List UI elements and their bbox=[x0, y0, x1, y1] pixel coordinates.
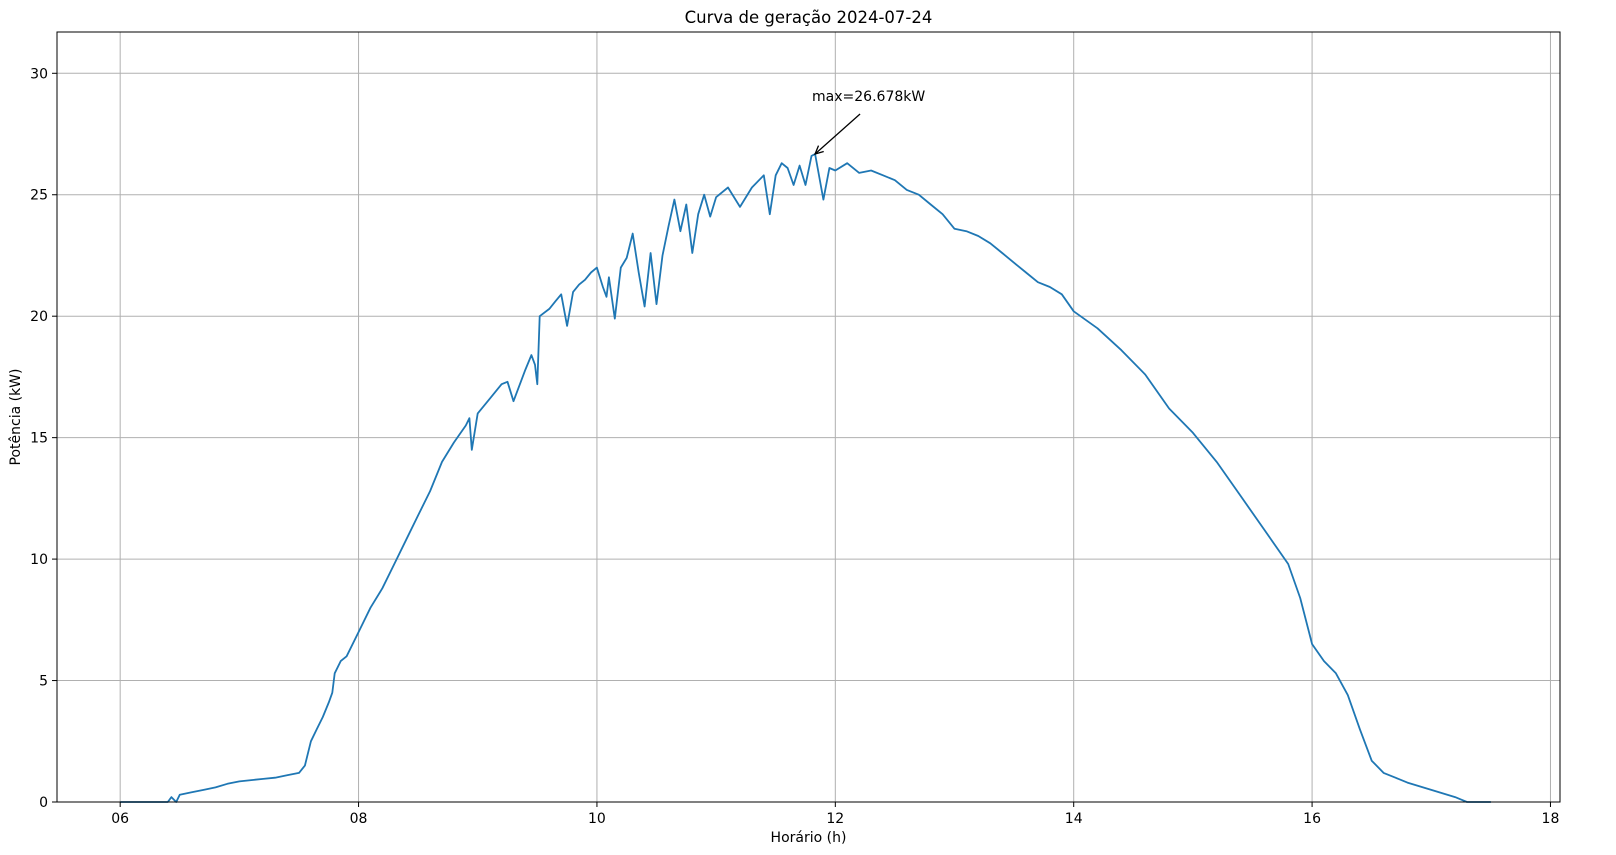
y-tick-label: 25 bbox=[30, 188, 48, 204]
x-tick-label: 08 bbox=[350, 811, 368, 827]
x-tick-label: 10 bbox=[588, 811, 606, 827]
y-tick-label: 5 bbox=[39, 674, 48, 690]
y-axis-label: Potência (kW) bbox=[8, 369, 24, 466]
y-tick-label: 30 bbox=[30, 66, 48, 82]
max-annotation: max=26.678kW bbox=[812, 89, 925, 155]
y-tick-label: 0 bbox=[39, 795, 48, 811]
series-line bbox=[120, 153, 1491, 803]
x-tick-label: 14 bbox=[1065, 811, 1083, 827]
annotation-arrowhead bbox=[813, 145, 824, 155]
y-tick-label: 10 bbox=[30, 552, 48, 568]
plot-frame bbox=[56, 31, 1561, 803]
x-axis-label: Horário (h) bbox=[771, 830, 847, 846]
x-tick-label: 16 bbox=[1303, 811, 1321, 827]
grid-lines bbox=[57, 32, 1560, 803]
x-tick-label: 06 bbox=[111, 811, 129, 827]
series-layer bbox=[120, 153, 1491, 803]
chart-title: Curva de geração 2024-07-24 bbox=[685, 8, 933, 27]
x-tick-label: 12 bbox=[826, 811, 844, 827]
annotation-label: max=26.678kW bbox=[812, 89, 925, 105]
annotation-arrow bbox=[814, 113, 861, 155]
y-tick-label: 15 bbox=[30, 431, 48, 447]
x-tick-label: 18 bbox=[1542, 811, 1560, 827]
y-tick-label: 20 bbox=[30, 309, 48, 325]
axis-ticks: 06 08 10 12 14 16 18 0 5 10 15 20 25 30 bbox=[30, 66, 1559, 827]
